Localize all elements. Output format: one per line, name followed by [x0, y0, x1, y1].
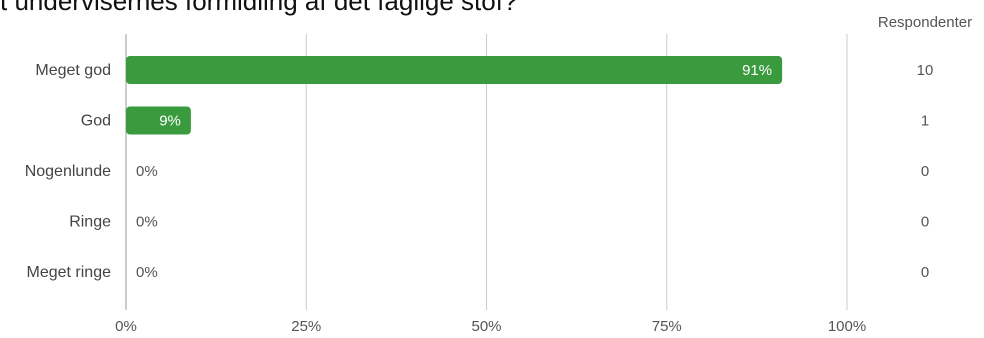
- respondent-count: 1: [921, 113, 929, 130]
- bar-value-label: 0%: [136, 214, 158, 231]
- respondent-count: 0: [921, 163, 929, 180]
- respondent-count: 10: [917, 62, 934, 79]
- bar-value-label: 91%: [742, 62, 772, 79]
- category-label: Meget god: [35, 62, 111, 79]
- respondent-count: 0: [921, 214, 929, 231]
- bar-value-label: 9%: [159, 113, 181, 130]
- bar: [126, 106, 191, 135]
- x-tick-label: 100%: [828, 318, 866, 335]
- bar: [126, 56, 783, 84]
- category-label: God: [81, 113, 111, 130]
- respondent-count: 0: [921, 264, 929, 281]
- x-tick-label: 0%: [115, 318, 137, 335]
- x-tick-label: 75%: [652, 318, 682, 335]
- category-label: Meget ringe: [27, 264, 112, 281]
- bar-value-label: 0%: [136, 163, 158, 180]
- x-tick-label: 25%: [291, 318, 321, 335]
- respondents-header: Respondenter: [877, 14, 973, 31]
- x-tick-label: 50%: [471, 318, 501, 335]
- chart-title: t undervisernes formidling af det faglig…: [0, 0, 518, 16]
- bar-value-label: 0%: [136, 264, 158, 281]
- category-label: Ringe: [69, 214, 111, 231]
- category-label: Nogenlunde: [25, 163, 111, 180]
